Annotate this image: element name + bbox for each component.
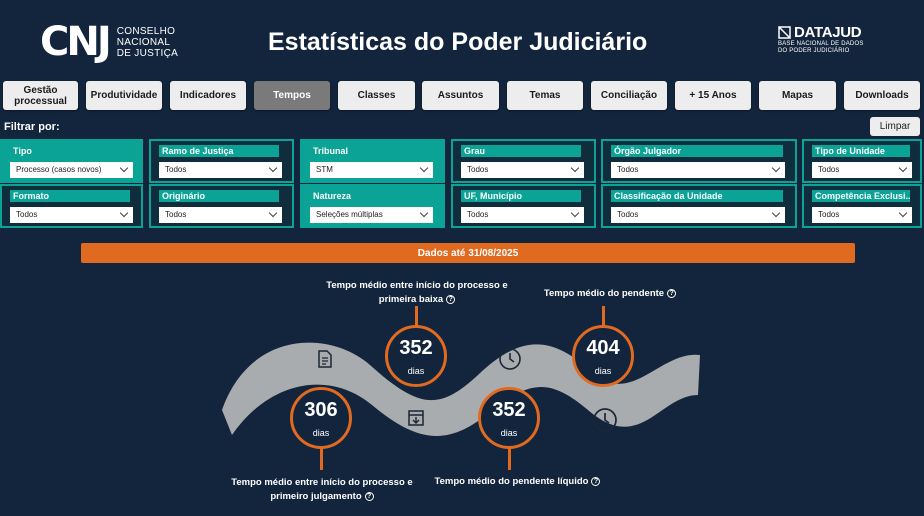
filter-grau-select[interactable]: Todos — [461, 162, 584, 178]
filter-classificacao-unidade-label: Classificação da Unidade — [611, 190, 783, 202]
filter-tribunal-label: Tribunal — [313, 146, 349, 156]
tab-downloads[interactable]: Downloads — [844, 81, 920, 110]
filter-competencia-exclusiva-select[interactable]: Todos — [812, 207, 912, 223]
metric-label-pendente-liquido: Tempo médio do pendente líquido? — [425, 475, 610, 489]
metric-unit: dias — [407, 366, 425, 376]
metric-unit: dias — [500, 428, 518, 438]
metric-label-pendente: Tempo médio do pendente? — [535, 287, 685, 301]
tab-assuntos[interactable]: Assuntos — [422, 81, 499, 110]
filter-competencia-exclusiva-label: Competência Exclusi... — [812, 190, 910, 202]
tab-conciliacao[interactable]: Conciliação — [591, 81, 667, 110]
filter-ramo-justica-label: Ramo de Justiça — [159, 145, 279, 157]
filter-originario-label: Originário — [159, 190, 279, 202]
tab-temas[interactable]: Temas — [507, 81, 583, 110]
cnj-logo: CNJ CONSELHO NACIONAL DE JUSTIÇA — [40, 22, 178, 62]
filter-tribunal: Tribunal STM — [300, 139, 445, 183]
filter-tribunal-select[interactable]: STM — [310, 162, 433, 178]
filter-natureza: Natureza Seleções múltiplas — [300, 184, 445, 228]
filter-natureza-select[interactable]: Seleções múltiplas — [310, 207, 433, 223]
connector-line — [508, 448, 511, 470]
datajud-subtitle: BASE NACIONAL DE DADOS DO PODER JUDICIÁR… — [778, 41, 864, 54]
header: CNJ CONSELHO NACIONAL DE JUSTIÇA Estatís… — [0, 0, 924, 80]
filter-formato-label: Formato — [10, 190, 130, 202]
filter-originario: Originário Todos — [149, 184, 294, 228]
page-title: Estatísticas do Poder Judiciário — [268, 28, 648, 56]
cnj-logo-text: CONSELHO NACIONAL DE JUSTIÇA — [116, 25, 179, 59]
connector-line — [602, 306, 605, 328]
metric-unit: dias — [594, 366, 612, 376]
filter-grau: Grau Todos — [451, 139, 596, 183]
tab-indicadores[interactable]: Indicadores — [170, 81, 246, 110]
filter-ramo-justica: Ramo de Justiça Todos — [149, 139, 294, 183]
filter-originario-select[interactable]: Todos — [159, 207, 282, 223]
filter-uf-municipio-label: UF, Município — [461, 190, 581, 202]
clock-icon — [499, 348, 521, 370]
metric-circle-primeira-baixa: 352 dias — [385, 325, 447, 387]
datajud-cube-icon — [778, 26, 791, 39]
filter-tipo-label: Tipo — [13, 146, 32, 156]
connector-line — [320, 448, 323, 470]
metric-label-primeira-baixa: Tempo médio entre início do processo e p… — [326, 280, 508, 305]
datajud-name: DATAJUD — [794, 24, 862, 41]
tab-classes[interactable]: Classes — [338, 81, 415, 110]
metric-label-primeiro-julgamento: Tempo médio entre início do processo e p… — [231, 477, 413, 502]
filter-by-label: Filtrar por: — [4, 121, 60, 133]
tab-mapas[interactable]: Mapas — [759, 81, 836, 110]
filter-orgao-julgador: Órgão Julgador Todos — [601, 139, 797, 183]
filter-uf-municipio: UF, Município Todos — [451, 184, 596, 228]
filter-classificacao-unidade-select[interactable]: Todos — [611, 207, 785, 223]
filter-formato-select[interactable]: Todos — [10, 207, 133, 223]
filter-classificacao-unidade: Classificação da Unidade Todos — [601, 184, 797, 228]
metric-circle-pendente: 404 dias — [572, 325, 634, 387]
filter-natureza-label: Natureza — [313, 191, 352, 201]
filter-competencia-exclusiva: Competência Exclusi... Todos — [802, 184, 922, 228]
filter-tipo-unidade-select[interactable]: Todos — [812, 162, 912, 178]
metric-circle-pendente-liquido: 352 dias — [478, 387, 540, 449]
filter-uf-municipio-select[interactable]: Todos — [461, 207, 584, 223]
filter-grau-label: Grau — [461, 145, 581, 157]
clock-icon — [593, 408, 617, 432]
help-icon[interactable]: ? — [364, 491, 374, 501]
connector-line — [415, 306, 418, 328]
filter-tipo-unidade-label: Tipo de Unidade — [812, 145, 910, 157]
help-icon[interactable]: ? — [667, 288, 677, 298]
help-icon[interactable]: ? — [591, 476, 601, 486]
data-date-banner: Dados até 31/08/2025 — [81, 243, 855, 263]
tab-15-anos[interactable]: + 15 Anos — [675, 81, 751, 110]
filter-orgao-julgador-select[interactable]: Todos — [611, 162, 785, 178]
help-icon[interactable]: ? — [446, 294, 456, 304]
archive-box-icon — [408, 410, 424, 426]
filter-orgao-julgador-label: Órgão Julgador — [611, 145, 783, 157]
metric-value: 352 — [399, 337, 433, 359]
filter-tipo-select[interactable]: Processo (casos novos) — [10, 162, 133, 178]
datajud-logo: DATAJUD BASE NACIONAL DE DADOS DO PODER … — [778, 25, 864, 55]
metric-value: 352 — [492, 399, 526, 421]
filter-ramo-justica-select[interactable]: Todos — [159, 162, 282, 178]
document-icon — [318, 350, 332, 368]
tab-produtividade[interactable]: Produtividade — [86, 81, 162, 110]
metric-unit: dias — [312, 428, 330, 438]
metric-value: 404 — [586, 337, 620, 359]
metric-circle-primeiro-julgamento: 306 dias — [290, 387, 352, 449]
metric-value: 306 — [304, 399, 338, 421]
filter-tipo: Tipo Processo (casos novos) — [0, 139, 143, 183]
filter-formato: Formato Todos — [0, 184, 143, 228]
tab-gestao-processual[interactable]: Gestão processual — [3, 81, 78, 110]
tab-tempos[interactable]: Tempos — [254, 81, 330, 110]
clear-filters-button[interactable]: Limpar — [870, 117, 920, 136]
cnj-logo-mark: CNJ — [40, 19, 112, 65]
filter-tipo-unidade: Tipo de Unidade Todos — [802, 139, 922, 183]
